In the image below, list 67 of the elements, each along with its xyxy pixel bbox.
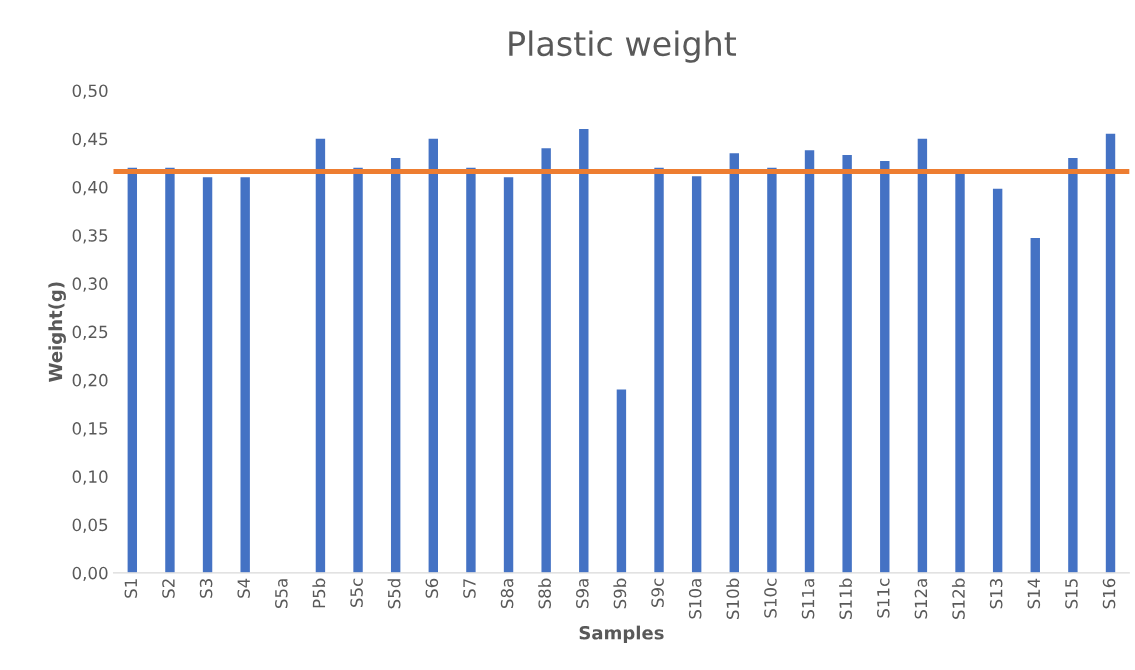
x-tick-label: S16 bbox=[1102, 578, 1116, 609]
bar bbox=[616, 389, 627, 573]
x-tick-label: S15 bbox=[1065, 579, 1078, 609]
bar bbox=[917, 138, 928, 573]
x-tick-label: S12b bbox=[951, 578, 965, 619]
y-tick-label: 0,15 bbox=[72, 422, 108, 437]
bar bbox=[1105, 133, 1116, 573]
x-tick-label: P5b bbox=[312, 578, 326, 608]
x-tick-label: S2 bbox=[162, 579, 175, 598]
x-tick-label: S10b bbox=[726, 578, 740, 619]
x-tick-label: S9c bbox=[651, 578, 664, 607]
x-tick-label: S11c bbox=[877, 578, 890, 618]
bar bbox=[315, 138, 326, 573]
y-tick-label: 0,45 bbox=[72, 132, 108, 147]
bar bbox=[240, 177, 250, 573]
y-tick-label: 0,50 bbox=[72, 84, 108, 99]
x-axis-title: Samples bbox=[579, 625, 664, 644]
x-tick-label: S12a bbox=[914, 579, 928, 619]
bar bbox=[992, 188, 1003, 573]
x-tick-label: S11a bbox=[801, 579, 815, 619]
y-tick-label: 0,40 bbox=[72, 180, 108, 196]
x-tick-label: S5d bbox=[387, 579, 401, 609]
x-tick-label: S11b bbox=[839, 578, 852, 619]
bar bbox=[503, 177, 514, 573]
y-tick-label: 0,35 bbox=[72, 229, 108, 244]
bar bbox=[428, 138, 438, 573]
bar bbox=[842, 155, 852, 573]
bar bbox=[804, 150, 815, 573]
x-tick-label: S1 bbox=[124, 579, 138, 598]
y-tick-label: 0,05 bbox=[72, 518, 108, 533]
x-tick-label: S5a bbox=[275, 579, 288, 609]
bar bbox=[165, 167, 175, 573]
bar bbox=[202, 177, 213, 573]
bar bbox=[353, 167, 363, 573]
bar bbox=[1068, 157, 1078, 573]
y-tick-label: 0,25 bbox=[72, 325, 108, 340]
x-tick-label: S8b bbox=[538, 578, 551, 609]
x-tick-label: S9a bbox=[576, 579, 589, 609]
x-tick-label: S9b bbox=[613, 578, 627, 609]
x-tick-label: S6 bbox=[425, 578, 439, 598]
bar bbox=[1030, 238, 1040, 573]
x-tick-label: S13 bbox=[989, 579, 1003, 609]
bar bbox=[127, 167, 138, 573]
bar bbox=[466, 167, 476, 573]
x-tick-label: S5c bbox=[350, 578, 363, 607]
x-tick-label: S10c bbox=[764, 578, 777, 618]
bar bbox=[654, 167, 664, 573]
y-tick-label: 0,00 bbox=[72, 566, 108, 582]
x-tick-label: S4 bbox=[237, 578, 251, 598]
x-tick-label: S3 bbox=[199, 579, 213, 598]
x-tick-label: S14 bbox=[1027, 578, 1041, 609]
x-tick-label: S7 bbox=[463, 579, 476, 598]
bar bbox=[541, 148, 551, 573]
y-tick-label: 0,10 bbox=[72, 470, 108, 485]
bar bbox=[955, 172, 965, 573]
y-tick-label: 0,30 bbox=[72, 277, 108, 292]
x-tick-label: S8a bbox=[500, 579, 514, 609]
bar bbox=[579, 129, 589, 573]
bar bbox=[691, 176, 702, 573]
bar bbox=[767, 167, 777, 573]
chart-title: Plastic weight bbox=[509, 30, 737, 63]
bar bbox=[390, 157, 401, 573]
y-tick-label: 0,20 bbox=[72, 373, 108, 389]
bar bbox=[729, 153, 739, 573]
bar bbox=[880, 160, 890, 573]
x-tick-label: S10a bbox=[688, 579, 702, 619]
y-axis-title: Weight(g) bbox=[48, 282, 66, 382]
